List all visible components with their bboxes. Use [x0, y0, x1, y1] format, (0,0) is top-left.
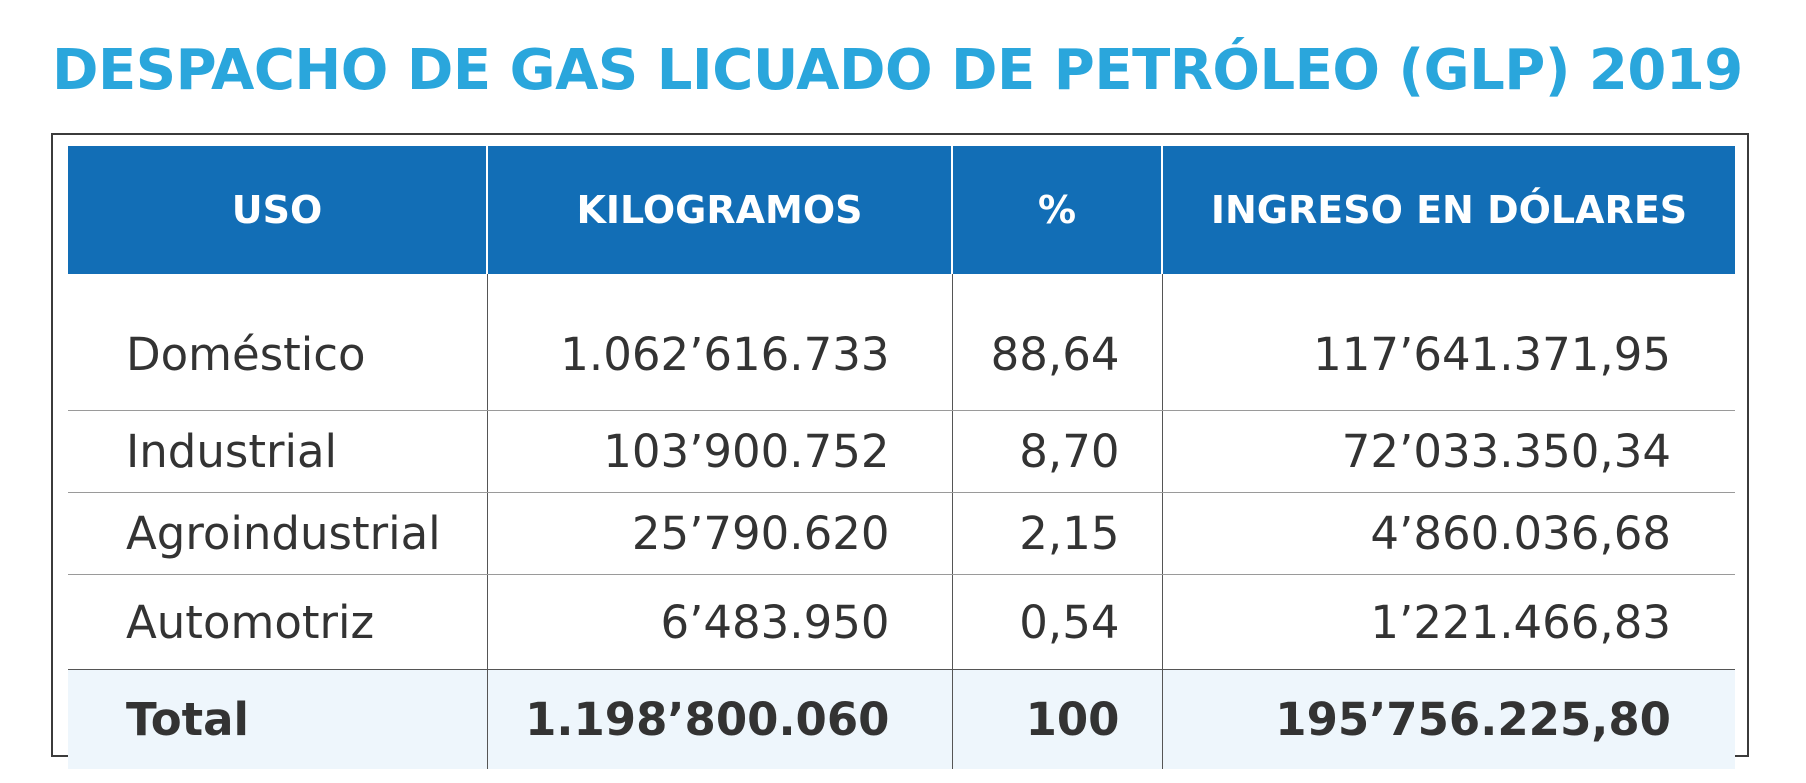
header-percent: %	[951, 146, 1162, 274]
total-percent: 100	[951, 669, 1162, 769]
cell-kilogramos: 103’900.752	[486, 410, 952, 493]
header-ingreso-dolares: INGRESO EN DÓLARES	[1161, 146, 1735, 274]
page-title: DESPACHO DE GAS LICUADO DE PETRÓLEO (GLP…	[52, 38, 1743, 103]
cell-uso: Automotriz	[68, 574, 487, 670]
table-row: Agroindustrial 25’790.620 2,15 4’860.036…	[68, 492, 1735, 575]
cell-kilogramos: 6’483.950	[486, 574, 952, 670]
total-row: Total 1.198’800.060 100 195’756.225,80	[68, 669, 1735, 769]
cell-ingreso: 117’641.371,95	[1161, 274, 1735, 411]
cell-ingreso: 1’221.466,83	[1161, 574, 1735, 670]
cell-uso: Agroindustrial	[68, 492, 487, 575]
table-row: Doméstico 1.062’616.733 88,64 117’641.37…	[68, 274, 1735, 411]
total-kilogramos: 1.198’800.060	[486, 669, 952, 769]
cell-uso: Industrial	[68, 410, 487, 493]
cell-uso: Doméstico	[68, 274, 487, 411]
cell-ingreso: 72’033.350,34	[1161, 410, 1735, 493]
total-ingreso: 195’756.225,80	[1161, 669, 1735, 769]
header-kilogramos: KILOGRAMOS	[486, 146, 952, 274]
header-uso: USO	[68, 146, 487, 274]
table-row: Industrial 103’900.752 8,70 72’033.350,3…	[68, 410, 1735, 493]
cell-percent: 88,64	[951, 274, 1162, 411]
cell-ingreso: 4’860.036,68	[1161, 492, 1735, 575]
glp-dispatch-table: USO KILOGRAMOS % INGRESO EN DÓLARES Domé…	[68, 146, 1735, 769]
table-header-row: USO KILOGRAMOS % INGRESO EN DÓLARES	[68, 146, 1735, 274]
cell-kilogramos: 1.062’616.733	[486, 274, 952, 411]
table-row: Automotriz 6’483.950 0,54 1’221.466,83	[68, 574, 1735, 670]
cell-kilogramos: 25’790.620	[486, 492, 952, 575]
total-label: Total	[68, 669, 487, 769]
cell-percent: 8,70	[951, 410, 1162, 493]
cell-percent: 2,15	[951, 492, 1162, 575]
cell-percent: 0,54	[951, 574, 1162, 670]
